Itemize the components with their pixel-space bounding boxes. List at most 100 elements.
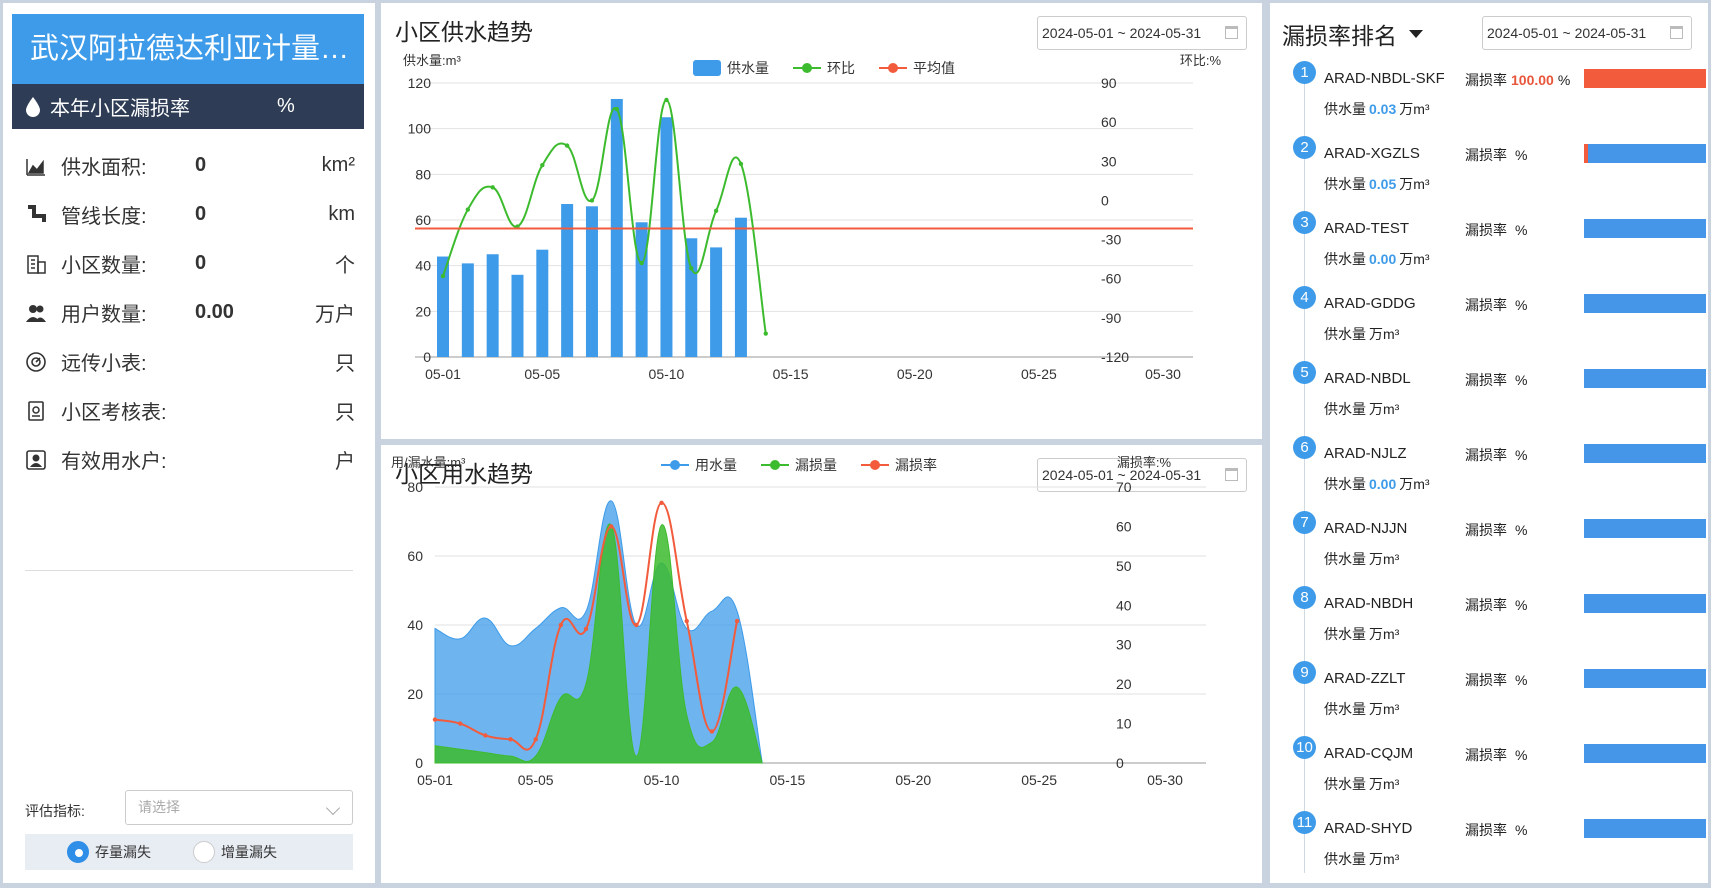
divider [25, 570, 353, 571]
y2-tick-label: -30 [1101, 232, 1121, 248]
x-tick-label: 05-25 [1021, 772, 1057, 788]
rank-item[interactable]: 5 ARAD-NBDL 漏损率% 供水量 万m³ [1280, 361, 1706, 436]
bar-mark [734, 217, 747, 357]
y-tick-label: 60 [415, 212, 431, 228]
rank-leak-label: 漏损率 [1465, 822, 1507, 838]
rank-supply-unit: 万m³ [1399, 251, 1430, 267]
rank-leak-bar [1584, 444, 1706, 463]
x-tick-label: 05-20 [897, 366, 933, 382]
stat-unit: km [328, 203, 355, 225]
line-point [689, 266, 694, 271]
stat-value: 0 [195, 252, 207, 274]
line-point [684, 618, 689, 624]
rank-item[interactable]: 9 ARAD-ZZLT 漏损率% 供水量 万m³ [1280, 661, 1706, 736]
x-tick-label: 05-30 [1145, 366, 1181, 382]
radio-stock-leak[interactable]: 存量漏失 [67, 841, 151, 863]
stat-unit: 只 [335, 402, 355, 424]
leak-rank-title[interactable]: 漏损率排名 [1282, 17, 1423, 51]
rank-list: 1 ARAD-NBDL-SKFZ 漏损率 100.00% 供水量 0.03 万m³ 2 ARAD… [1280, 61, 1706, 886]
rank-supply-unit: 万m³ [1369, 401, 1400, 417]
legend-label: 漏损率 [895, 457, 937, 473]
line-point [483, 733, 488, 738]
rank-leak-rate: 漏损率% [1465, 745, 1527, 765]
legend-label: 环比 [827, 60, 855, 76]
rank-item[interactable]: 6 ARAD-NJLZ 漏损率% 供水量 0.00 万m³ [1280, 436, 1706, 511]
users-icon [26, 304, 46, 322]
rank-badge: 6 [1293, 436, 1316, 459]
radio-unchecked-icon [193, 841, 215, 863]
y2-tick-label: -60 [1101, 271, 1121, 287]
rank-percent: % [1515, 522, 1528, 538]
y2-axis-title: 环比:% [1180, 53, 1222, 68]
rank-leak-bar-fill [1584, 144, 1588, 163]
x-tick-label: 05-25 [1021, 366, 1057, 382]
y-tick-label: 80 [407, 479, 423, 495]
rank-supply-label: 供水量 [1324, 176, 1366, 192]
rank-date-range-picker[interactable]: 2024-05-01 ~ 2024-05-31 [1482, 16, 1692, 50]
rank-leak-rate: 漏损率% [1465, 220, 1527, 240]
usage-date-range-picker[interactable]: 2024-05-01 ~ 2024-05-31 [1037, 458, 1247, 492]
rank-item[interactable]: 2 ARAD-XGZLS 漏损率% 供水量 0.05 万m³ [1280, 136, 1706, 211]
bar-mark [461, 263, 474, 357]
rank-item[interactable]: 8 ARAD-NBDH 漏损率% 供水量 万m³ [1280, 586, 1706, 661]
y-tick-label: 20 [415, 303, 431, 319]
stat-value: 0.00 [195, 301, 234, 323]
supply-trend-title: 小区供水趋势 [395, 19, 533, 45]
supply-date-range-picker[interactable]: 2024-05-01 ~ 2024-05-31 [1037, 16, 1247, 50]
rank-supply: 供水量 0.03 万m³ [1324, 99, 1430, 119]
rank-supply-label: 供水量 [1324, 701, 1366, 717]
rank-date-range: 2024-05-01 ~ 2024-05-31 [1487, 25, 1647, 41]
rank-item[interactable]: 3 ARAD-TEST 漏损率% 供水量 0.00 万m³ [1280, 211, 1706, 286]
rank-supply: 供水量 万m³ [1324, 699, 1399, 719]
rank-item[interactable]: 1 ARAD-NBDL-SKFZ 漏损率 100.00% 供水量 0.03 万m³ [1280, 61, 1706, 136]
rank-badge: 10 [1293, 736, 1316, 759]
x-tick-label: 05-10 [644, 772, 680, 788]
rank-supply-label: 供水量 [1324, 776, 1366, 792]
user-card-icon [26, 449, 46, 470]
calendar-icon [1225, 468, 1238, 481]
radio-incremental-leak[interactable]: 增量漏失 [193, 841, 277, 863]
eval-select[interactable]: 请选择 [125, 790, 353, 825]
rank-code: ARAD-NJJN [1324, 520, 1408, 537]
area-series-1 [434, 523, 763, 764]
line-point [614, 106, 619, 112]
usage-trend-panel: 小区用水趋势 2024-05-01 ~ 2024-05-31 用/漏水量:m³ 漏… [381, 445, 1262, 883]
stat-label: 管线长度: [61, 206, 147, 228]
rank-percent: % [1515, 447, 1528, 463]
rank-badge: 2 [1293, 136, 1316, 159]
rank-leak-rate: 漏损率% [1465, 520, 1527, 540]
stat-unit: 个 [335, 255, 355, 277]
rank-code: ARAD-XGZLS [1324, 145, 1420, 162]
y2-tick-label: 60 [1116, 518, 1132, 534]
rank-leak-rate: 漏损率% [1465, 145, 1527, 165]
bar-mark [660, 117, 673, 357]
rank-item[interactable]: 11 ARAD-SHYD 漏损率% 供水量 万m³ [1280, 811, 1706, 886]
rank-leak-bar [1584, 369, 1706, 388]
rank-supply: 供水量 万m³ [1324, 324, 1399, 344]
line-point [583, 626, 589, 632]
rank-supply-unit: 万m³ [1399, 101, 1430, 117]
rank-item[interactable]: 4 ARAD-GDDG 漏损率% 供水量 万m³ [1280, 286, 1706, 361]
rank-supply-unit: 万m³ [1369, 326, 1400, 342]
y2-tick-label: 0 [1101, 192, 1109, 208]
line-point [639, 260, 644, 266]
rank-leak-rate: 漏损率% [1465, 595, 1527, 615]
y-tick-label: 80 [415, 166, 431, 182]
rank-supply: 供水量 0.05 万m³ [1324, 174, 1430, 194]
usage-trend-chart: 用/漏水量:m³ 漏损率:% 0 20 40 60 80 0 10 20 30 40 50 60 70 05-… [391, 455, 1206, 788]
y2-tick-label: 10 [1116, 716, 1132, 732]
rank-item[interactable]: 10 ARAD-CQJM 漏损率% 供水量 万m³ [1280, 736, 1706, 811]
y2-tick-label: -120 [1101, 349, 1129, 365]
rank-leak-rate: 漏损率 100.00% [1465, 70, 1570, 90]
line-series-2 [434, 501, 739, 751]
usage-date-range: 2024-05-01 ~ 2024-05-31 [1042, 467, 1202, 483]
supply-trend-chart: 供水量:m³ 环比:% 0 20 40 60 80 100 120 -120 -90 -60 -30 0 3… [403, 53, 1222, 382]
bar-mark [561, 204, 574, 357]
legend-label: 供水量 [727, 60, 769, 76]
x-tick-label: 05-01 [417, 772, 453, 788]
rank-code: ARAD-NBDL [1324, 370, 1411, 387]
eval-select-placeholder: 请选择 [138, 799, 180, 815]
line-point [457, 721, 463, 726]
rank-badge: 8 [1293, 586, 1316, 609]
rank-item[interactable]: 7 ARAD-NJJN 漏损率% 供水量 万m³ [1280, 511, 1706, 586]
